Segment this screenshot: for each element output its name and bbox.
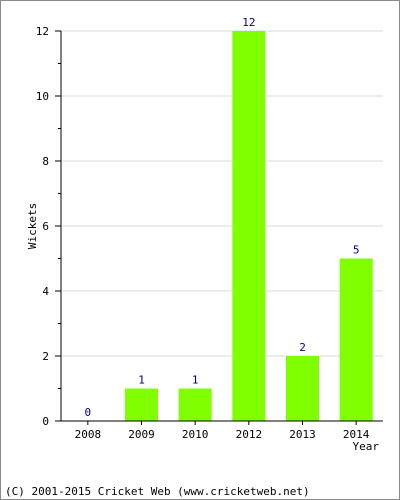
bar — [339, 258, 373, 421]
x-tick-label: 2009 — [128, 428, 155, 441]
y-tick-label: 0 — [42, 415, 49, 428]
x-tick-label: 2012 — [236, 428, 263, 441]
x-tick-label: 2008 — [75, 428, 102, 441]
gridlines — [61, 30, 383, 357]
x-tick-label: 2014 — [343, 428, 370, 441]
bar — [178, 388, 212, 421]
bar — [232, 31, 266, 421]
copyright-text: (C) 2001-2015 Cricket Web (www.cricketwe… — [5, 485, 310, 498]
y-tick-label: 2 — [42, 350, 49, 363]
bars — [125, 31, 373, 421]
data-label: 2 — [299, 341, 306, 354]
x-axis-title: Year — [353, 440, 380, 453]
data-labels: 0 1 1 12 2 5 — [85, 16, 360, 419]
data-label: 0 — [85, 406, 92, 419]
x-tick-label: 2010 — [182, 428, 209, 441]
y-tick-label: 12 — [36, 25, 49, 38]
bar — [286, 356, 319, 421]
y-tick-label: 8 — [42, 155, 49, 168]
data-label: 5 — [353, 244, 360, 257]
x-ticks: 2008 2009 2010 2012 2013 2014 — [75, 421, 370, 441]
y-ticks: 0 2 4 6 8 10 12 — [36, 25, 61, 428]
data-label: 1 — [138, 374, 145, 387]
y-tick-label: 6 — [42, 220, 49, 233]
x-tick-label: 2013 — [289, 428, 316, 441]
y-tick-label: 4 — [42, 285, 49, 298]
data-label: 12 — [242, 16, 255, 29]
bar — [125, 388, 158, 421]
y-axis-title: Wickets — [26, 203, 39, 249]
data-label: 1 — [192, 374, 199, 387]
y-tick-label: 10 — [36, 90, 49, 103]
